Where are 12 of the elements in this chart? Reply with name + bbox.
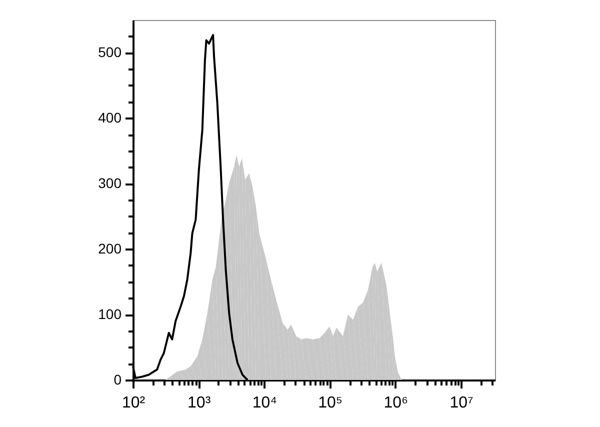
x-tick-label: 10⁵ <box>318 394 343 412</box>
x-tick-label: 10³ <box>188 394 212 412</box>
y-tick-label: 200 <box>98 240 122 257</box>
x-tick-label: 10⁴ <box>252 394 278 412</box>
x-tick-label: 10⁶ <box>384 394 408 412</box>
y-tick-label: 0 <box>114 372 122 388</box>
y-tick-label: 300 <box>98 175 122 192</box>
y-tick-label: 500 <box>98 44 122 60</box>
x-tick-label: 10² <box>122 394 146 412</box>
x-tick-label: 10⁷ <box>450 394 474 412</box>
y-tick-label: 100 <box>98 306 122 322</box>
y-tick-label: 400 <box>98 110 122 126</box>
